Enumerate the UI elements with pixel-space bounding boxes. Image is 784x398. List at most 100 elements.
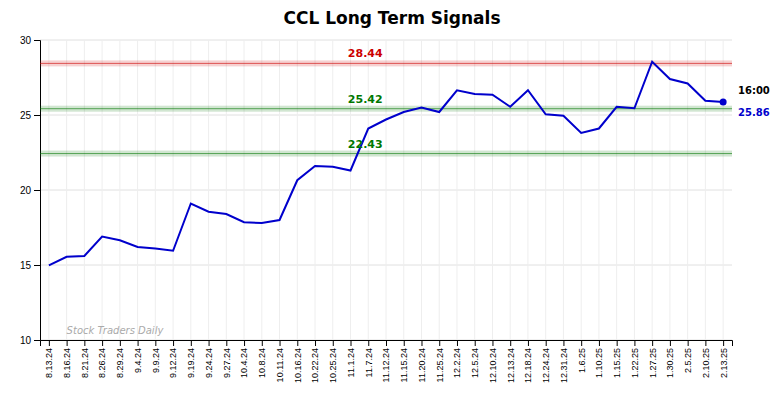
tick: 12.24.24 [541,340,551,383]
chart: CCL Long Term Signals10152025308.13.248.… [0,0,784,398]
tick-mark [670,340,671,346]
tick-mark [226,340,227,346]
reference-line [40,153,732,154]
grid [40,40,732,340]
tick-label: 9.12.24 [168,348,178,378]
tick-mark [191,340,192,346]
grid-line [208,40,209,340]
grid-line [510,40,511,340]
grid-line [155,40,156,340]
tick-mark [67,340,68,346]
tick-mark [120,340,121,346]
grid-line [315,40,316,340]
tick: 10 [20,335,40,346]
grid-line [581,40,582,340]
tick-label: 20 [20,185,32,196]
tick-mark [510,340,511,346]
tick: 10.11.24 [275,340,285,382]
labels: 28.4425.4222.4316:0025.86Stock Traders D… [67,47,770,336]
grid-line [492,40,493,340]
tick-label: 11.12.24 [381,348,391,382]
grid-line [279,40,280,340]
tick-mark [351,340,352,346]
tick-label: 2.5.25 [683,348,693,373]
x-axis: 8.13.248.16.248.21.248.26.248.29.249.4.2… [41,340,733,383]
tick-mark [492,340,493,346]
grid-line [190,40,191,340]
tick-label: 9.24.24 [204,348,214,378]
reference-band [40,60,732,66]
tick: 8.26.24 [97,340,107,378]
tick-label: 9.4.24 [133,348,143,373]
grid-line [368,40,369,340]
tick: 10.4.24 [239,340,249,378]
tick-mark [723,340,724,346]
tick-label: 12.5.24 [470,348,480,378]
grid-line [102,40,103,340]
tick: 8.16.24 [62,340,72,378]
grid-line [119,40,120,340]
tick-mark [652,340,653,346]
tick: 12.18.24 [523,340,533,383]
tick: 1.27.25 [648,340,658,378]
tick-mark [102,340,103,346]
tick-label: 10.25.24 [328,348,338,383]
tick-label: 10.11.24 [275,348,285,382]
tick-mark [138,340,139,346]
tick: 9.19.24 [186,340,196,378]
tick: 12.10.24 [488,340,498,383]
tick: 1.10.25 [594,340,604,378]
tick: 8.21.24 [80,340,90,378]
annotation: 16:00 [738,85,770,96]
tick-label: 10.4.24 [239,348,249,378]
grid-line [474,40,475,340]
grid-line [84,40,85,340]
tick-label: 11.25.24 [435,348,445,382]
tick: 1.30.25 [665,340,675,378]
grid-line [563,40,564,340]
tick-mark [563,340,564,346]
tick-label: 9.9.24 [151,348,161,373]
tick-label: 1.22.25 [630,348,640,378]
tick-mark [368,340,369,346]
plot: 10152025308.13.248.16.248.21.248.26.248.… [20,35,770,383]
tick-mark [84,340,85,346]
marks [40,60,732,265]
tick: 11.25.24 [435,340,445,382]
tick: 11.1.24 [346,340,356,377]
tick: 9.12.24 [168,340,178,378]
reference-label: 22.43 [348,138,383,151]
tick-mark [457,340,458,346]
tick-mark [439,340,440,346]
tick-mark [34,340,40,341]
end-dot [720,99,727,106]
grid-line [616,40,617,340]
tick: 8.29.24 [115,340,125,378]
grid-line [350,40,351,340]
tick-label: 8.29.24 [115,348,125,378]
tick-mark [404,340,405,346]
annotation: 25.86 [738,107,770,118]
tick-label: 1.15.25 [612,348,622,378]
reference-label: 25.42 [348,93,383,106]
tick: 25 [20,110,40,121]
tick-mark [599,340,600,346]
grid-line [173,40,174,340]
tick-label: 8.16.24 [62,348,72,378]
tick-mark [34,115,40,116]
tick: 11.20.24 [417,340,427,382]
tick-label: 12.13.24 [506,348,516,383]
grid-line [332,40,333,340]
tick-mark [155,340,156,346]
tick: 10.8.24 [257,340,267,378]
tick: 15 [20,260,40,271]
tick-label: 11.20.24 [417,348,427,382]
grid-line [723,40,724,340]
tick-label: 1.10.25 [594,348,604,378]
tick-label: 10.22.24 [310,348,320,383]
tick-mark [280,340,281,346]
tick: 9.24.24 [204,340,214,378]
tick-label: 12.31.24 [559,348,569,383]
tick: 12.13.24 [506,340,516,383]
price-line [49,62,723,266]
